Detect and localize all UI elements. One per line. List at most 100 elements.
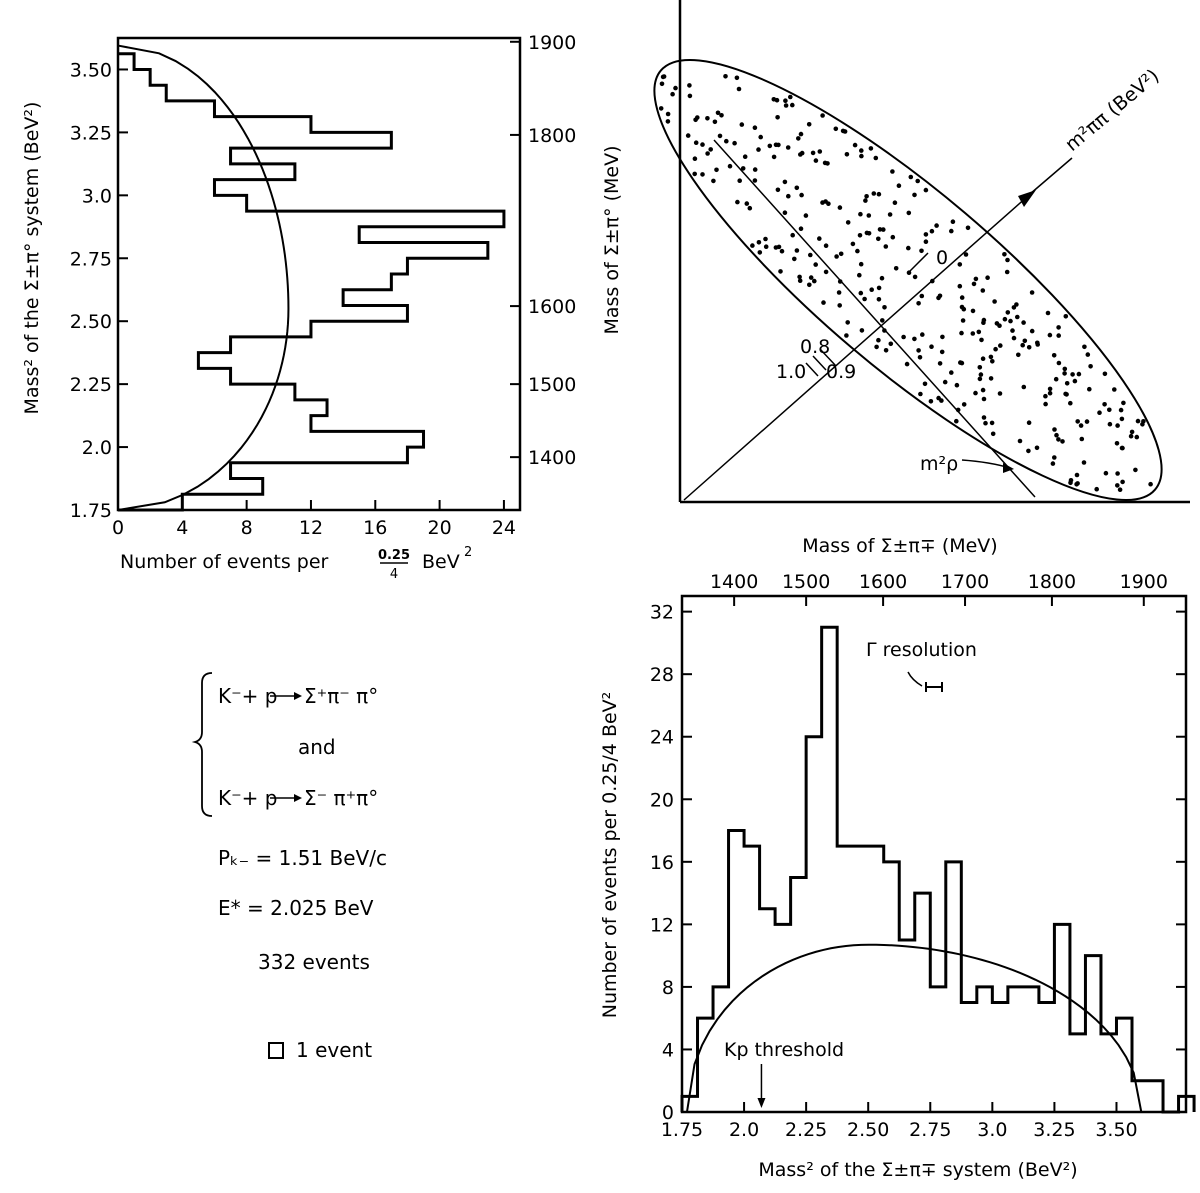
scatter-point [763,244,769,249]
scatter-point [658,106,664,111]
scatter-point [798,152,803,157]
bottom-y-tick-label: 12 [650,914,674,936]
scatter-point [778,269,783,274]
scatter-point [906,210,912,216]
scatter-point [961,402,967,407]
scatter-tick-label-08: 0.8 [800,336,830,358]
scatter-point [857,233,863,238]
scatter-point [858,261,864,267]
scatter-point [1026,345,1032,350]
scatter-point [965,225,971,231]
scatter-point [705,151,710,156]
scatter-point [693,140,699,145]
left-x-tick-label: 16 [363,517,387,539]
scatter-point [949,228,954,234]
scatter-point [1022,338,1028,344]
bottom-y-tick-label: 8 [662,977,674,999]
scatter-point [959,295,965,300]
scatter-point [869,287,874,293]
scatter-point [665,111,671,117]
bottom-x-tick-label: 3.50 [1095,1119,1137,1141]
scatter-point [813,262,818,267]
scatter-tick-label-0: 0 [936,247,948,269]
left-y-tick-label: 3.25 [70,122,112,144]
scatter-point [812,278,817,284]
scatter-point [868,146,874,151]
scatter-point [807,282,812,288]
scatter-point [862,296,867,302]
scatter-point [834,254,839,259]
scatter-point [1148,481,1153,487]
scatter-point [1043,401,1048,407]
scatter-point [923,232,929,237]
scatter-point [1004,269,1010,275]
scatter-point [790,232,795,238]
scatter-point [859,148,864,153]
left-x-tick-label: 0 [112,517,124,539]
scatter-point [798,226,804,231]
scatter-point [808,252,813,258]
scatter-point [837,279,843,284]
scatter-point [821,300,826,305]
scatter-tick-0 [909,252,929,272]
scatter-point [734,75,740,81]
scatter-point [782,210,788,215]
left-histogram: 0 4 8 12 16 20 24 1.752.02.252.502.753.03.253.… [21,32,623,582]
scatter-point [1029,328,1035,334]
scatter-point [774,97,780,103]
scatter-point [1084,419,1090,424]
left-x-tick-label: 4 [176,517,188,539]
scatter-point [901,334,906,340]
scatter-point [1014,302,1019,307]
left-x-tick-label: 20 [428,517,452,539]
scatter-point [1005,310,1011,315]
scatter-point [1062,371,1067,376]
scatter-point [879,275,885,281]
scatter-point [1011,335,1017,341]
scatter-point [752,178,758,183]
scatter-point [1107,421,1113,427]
scatter-point [724,138,729,144]
scatter-point [685,133,691,138]
bottom-x-tick-label: 1.75 [661,1119,703,1141]
scatter-point [1056,360,1062,366]
left-y-tick-label: 3.0 [82,185,112,207]
scatter-point [752,167,758,172]
scatter-point [942,379,948,385]
scatter-point [971,281,977,287]
scatter-point [859,328,865,333]
scatter-point [1118,407,1124,413]
scatter-point [717,133,723,139]
scatter-point [881,227,886,232]
scatter-point [737,178,742,183]
scatter-point [906,245,911,251]
reaction-2-lhs: K⁻+ p [218,786,278,810]
scatter-point [740,166,746,171]
bottom-x-tick-label: 2.75 [909,1119,951,1141]
left-x-tick-label: 8 [241,517,253,539]
scatter-point [866,213,872,218]
scatter-point [993,346,998,352]
event-legend-label: 1 event [296,1038,373,1062]
scatter-point [822,160,828,166]
scatter-point [1076,371,1082,377]
scatter-point [919,293,925,299]
scatter-point [817,236,822,241]
scatter-point [973,390,978,396]
scatter-point [670,91,675,97]
scatter-point [896,183,902,188]
scatter-point [783,103,789,108]
scatter-point [1068,400,1073,406]
scatter-point [1135,418,1141,424]
scatter-point [1047,386,1053,392]
bottom-y-tick-label: 4 [662,1039,674,1061]
scatter-point [659,81,665,87]
scatter-point [1119,416,1125,422]
scatter-point [888,341,894,347]
scatter-point [826,201,831,206]
scatter-point [1026,448,1031,454]
scatter-point [1045,310,1051,316]
bottom-top-ticks: 1400 1500 1600 1700 1800 1900 [710,571,1168,606]
scatter-tick-label-09: 0.9 [826,361,856,383]
scatter-point [949,370,954,375]
